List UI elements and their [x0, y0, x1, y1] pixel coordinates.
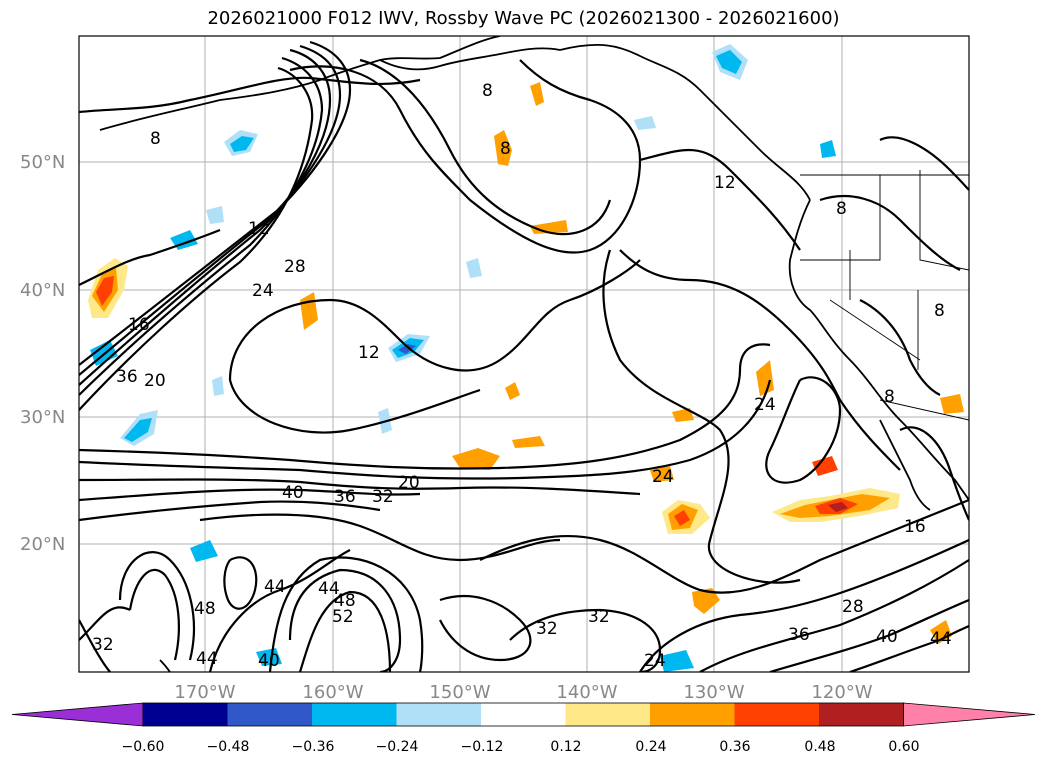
contour-label: 40: [282, 483, 304, 503]
contour-label: 32: [372, 487, 394, 507]
longitude-label: 150°W: [429, 682, 490, 703]
contour-label: 24: [644, 651, 666, 671]
contour-label: 8: [150, 129, 161, 149]
longitude-label: 170°W: [174, 682, 235, 703]
longitude-label: 120°W: [811, 682, 872, 703]
colorbar-segment: [734, 703, 820, 726]
colorbar-tick-label: −0.36: [292, 739, 335, 755]
colorbar-tick-label: 0.24: [635, 739, 666, 755]
contour-label: 52: [332, 607, 354, 627]
contour-label: 32: [536, 619, 558, 639]
longitude-label: 140°W: [556, 682, 617, 703]
contour-label: 36: [788, 625, 810, 645]
contour-label: 20: [398, 473, 420, 493]
latitude-label: 50°N: [20, 152, 65, 173]
longitude-label: 160°W: [302, 682, 363, 703]
colorbar-segment: [565, 703, 651, 726]
contour-label: 48: [334, 591, 356, 611]
contour-label: 12: [248, 219, 270, 239]
latitude-label: 40°N: [20, 280, 65, 301]
contour-label: 12: [358, 343, 380, 363]
colorbar-segment: [650, 703, 735, 726]
contour-label: 8: [884, 387, 895, 407]
contour-label: 8: [500, 139, 511, 159]
colorbar-extend-max: [903, 702, 1036, 727]
contour-label: 32: [92, 635, 114, 655]
latitude-label: 20°N: [20, 534, 65, 555]
map-title: 2026021000 F012 IWV, Rossby Wave PC (202…: [207, 8, 840, 29]
contour-label: 44: [318, 579, 340, 599]
contour-label: 24: [252, 281, 274, 301]
contour-label: 36: [116, 367, 138, 387]
contour-label: 40: [876, 627, 898, 647]
colorbar-tick-label: −0.60: [122, 739, 165, 755]
colorbar-segment: [227, 703, 313, 726]
colorbar-tick-label: 0.48: [804, 739, 835, 755]
contour-label: 8: [482, 81, 493, 101]
colorbar-segment: [819, 703, 904, 726]
contour-label: 12: [714, 173, 736, 193]
contour-label: 8: [836, 199, 847, 219]
contour-label: 24: [652, 467, 674, 487]
positive-anomaly-patches: [88, 82, 964, 644]
contour-label: 16: [904, 517, 926, 537]
graticule: [79, 36, 969, 672]
colorbar-tick-label: 0.12: [550, 739, 581, 755]
contour-label: 8: [934, 301, 945, 321]
contour-label: 44: [196, 649, 218, 669]
colorbar-tick-label: 0.60: [888, 739, 919, 755]
colorbar-tick-label: 0.36: [719, 739, 750, 755]
latitude-label: 30°N: [20, 407, 65, 428]
colorbar: [11, 702, 1036, 727]
map-panel: [79, 36, 969, 672]
colorbar-tick-label: −0.24: [376, 739, 419, 755]
longitude-label: 130°W: [683, 682, 744, 703]
colorbar-extend-min: [11, 702, 144, 727]
colorbar-tick-label: −0.48: [207, 739, 250, 755]
colorbar-segment: [143, 703, 228, 726]
contour-label: 40: [258, 651, 280, 671]
contour-label: 44: [930, 629, 952, 649]
contour-label: 20: [144, 371, 166, 391]
contour-label: 36: [334, 487, 356, 507]
iwv-contours: [79, 40, 969, 672]
contour-label: 16: [128, 315, 150, 335]
contour-label: 28: [842, 597, 864, 617]
longitude-labels: 170°W 160°W 150°W 140°W 130°W 120°W: [174, 682, 872, 703]
colorbar-frame: [142, 702, 904, 727]
colorbar-segment: [312, 703, 397, 726]
colorbar-segment: [396, 703, 482, 726]
contour-label: 44: [264, 577, 286, 597]
colorbar-tick-labels: −0.60 −0.48 −0.36 −0.24 −0.12 0.12 0.24 …: [122, 739, 920, 755]
colorbar-segment: [481, 703, 566, 726]
political-borders: [800, 170, 969, 421]
contour-label: 48: [194, 599, 216, 619]
map-frame: [78, 35, 970, 673]
latitude-labels: 50°N 40°N 30°N 20°N: [20, 152, 65, 555]
contour-labels: 8 8 8 12 12 12 16 16 20 20 24 24 24 28 2…: [92, 81, 952, 671]
contour-label: 32: [588, 607, 610, 627]
colorbar-tick-label: −0.12: [461, 739, 504, 755]
contour-label: 28: [284, 257, 306, 277]
contour-label: 24: [754, 395, 776, 415]
